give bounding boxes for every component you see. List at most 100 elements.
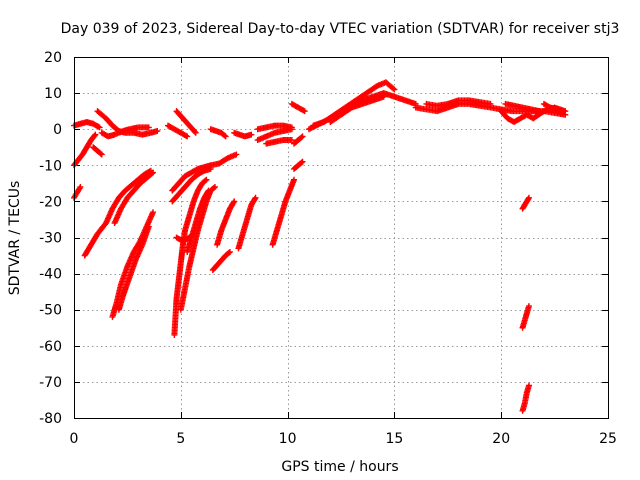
series-track-ai: [423, 97, 494, 109]
data-point: [300, 107, 307, 114]
data-point: [211, 183, 218, 190]
data-point: [231, 198, 238, 205]
x-tick-label: 20: [492, 431, 510, 447]
y-axis-label: SDTVAR / TECUs: [7, 181, 23, 296]
y-tick-label: -80: [39, 411, 62, 427]
series-track-k: [164, 122, 191, 140]
data-point: [97, 150, 104, 157]
data-point: [202, 177, 209, 184]
data-point: [391, 86, 398, 93]
data-point: [251, 195, 258, 202]
y-tick-label: 20: [44, 50, 62, 66]
y-tick-label: 0: [53, 122, 62, 138]
data-point: [145, 223, 152, 230]
series-track-a: [71, 118, 103, 131]
data-point: [184, 133, 191, 140]
data-point: [291, 176, 298, 183]
data-point: [150, 169, 157, 176]
data-point: [182, 132, 189, 139]
data-point: [222, 133, 229, 140]
series-track-z: [263, 137, 295, 147]
data-point: [225, 249, 232, 256]
data-point: [148, 170, 155, 177]
plot-frame: [74, 57, 609, 419]
data-point: [299, 158, 306, 165]
series-track-n: [169, 165, 214, 205]
x-tick-labels: 0 5 10 15 20 25: [70, 431, 617, 447]
series-track-v: [207, 126, 229, 140]
data-point: [204, 188, 211, 195]
data-point: [390, 85, 397, 92]
series-track-f: [98, 124, 152, 140]
data-point: [226, 248, 233, 255]
data-point: [252, 194, 259, 201]
y-tick-label: -40: [39, 267, 62, 283]
data-point: [150, 209, 157, 216]
data-point: [192, 129, 199, 136]
y-tick-label: 10: [44, 86, 62, 102]
data-point: [95, 123, 102, 130]
x-tick-label: 15: [385, 431, 403, 447]
series-track-ak: [502, 100, 543, 115]
x-tick-label: 5: [176, 431, 185, 447]
series-track-am: [519, 194, 532, 212]
data-point: [77, 183, 84, 190]
series-track-y: [254, 126, 295, 144]
y-tick-label: -70: [39, 375, 62, 391]
x-tick-label: 10: [279, 431, 297, 447]
y-tick-label: -60: [39, 339, 62, 355]
series-track-ad: [288, 100, 308, 115]
data-point: [560, 108, 567, 115]
data-point: [525, 194, 532, 201]
series-track-t: [214, 198, 238, 248]
x-tick-label: 0: [70, 431, 79, 447]
y-tick-label: -20: [39, 194, 62, 210]
chart-title: Day 039 of 2023, Sidereal Day-to-day VTE…: [61, 21, 620, 37]
data-point: [536, 108, 543, 115]
data-point: [301, 108, 308, 115]
x-axis-label: GPS time / hours: [281, 459, 398, 475]
series-track-u: [235, 194, 259, 252]
series-track-h: [111, 169, 157, 227]
data-point: [298, 134, 305, 141]
data-point: [207, 165, 214, 172]
series-track-j: [115, 223, 152, 313]
series-track-g: [81, 167, 154, 259]
series-track-r: [184, 187, 212, 255]
x-tick-label: 25: [599, 431, 617, 447]
series-track-w: [231, 129, 255, 140]
data-point: [92, 131, 99, 138]
data-point: [96, 124, 103, 131]
series-track-c: [71, 183, 84, 201]
y-tick-label: -50: [39, 303, 62, 319]
y-tick-label: -30: [39, 231, 62, 247]
data-point: [288, 126, 295, 133]
data-point: [525, 195, 532, 202]
data-point: [298, 159, 305, 166]
series-track-ac: [291, 133, 306, 147]
series-track-o: [171, 176, 210, 338]
data-point: [221, 132, 228, 139]
data-point: [299, 133, 306, 140]
data-point: [525, 303, 532, 310]
series-track-an: [519, 303, 532, 331]
data-point: [380, 93, 387, 100]
series-track-l: [173, 108, 199, 136]
series-track-al: [540, 100, 567, 115]
data-point: [98, 151, 105, 158]
y-tick-labels: 20 10 0 -10 -20 -30 -40 -50 -60 -70 -80: [39, 50, 62, 427]
data-point: [288, 137, 295, 144]
data-point: [487, 100, 494, 107]
series-track-af: [310, 79, 398, 129]
data-point: [230, 199, 237, 206]
data-point: [145, 124, 152, 131]
data-point: [91, 132, 98, 139]
series-track-ag: [327, 93, 387, 125]
y-tick-label: -10: [39, 158, 62, 174]
series-track-s: [209, 248, 233, 273]
series-track-ao: [519, 382, 532, 414]
series-track-aa: [269, 176, 298, 248]
series-track-m: [169, 151, 240, 194]
data-point: [525, 382, 532, 389]
data-point: [210, 184, 217, 191]
